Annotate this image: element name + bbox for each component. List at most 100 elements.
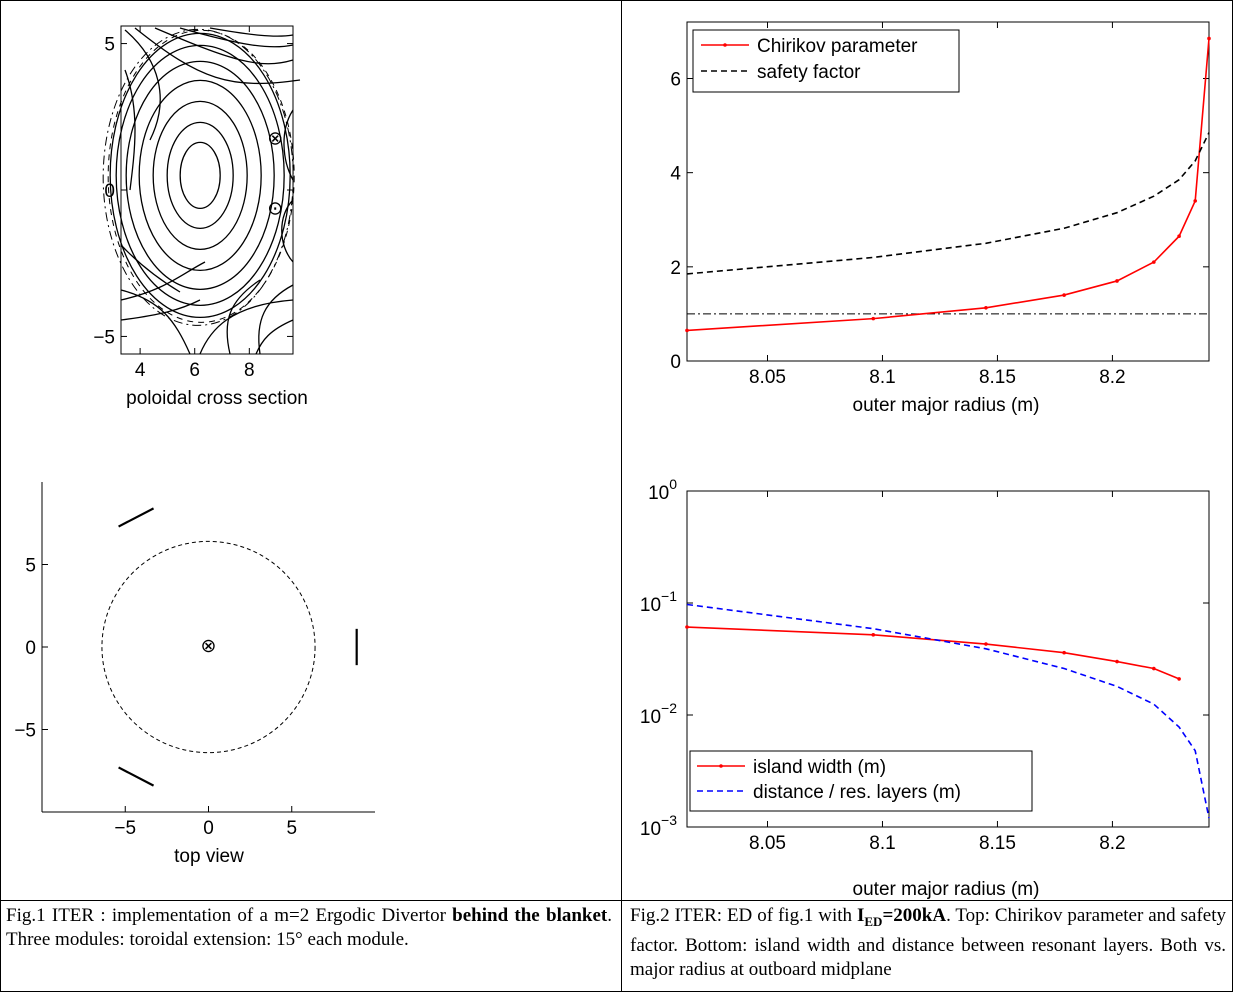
x-tick-label: 8 xyxy=(244,360,255,381)
y-tick-label: 4 xyxy=(670,164,681,185)
x-tick-label: 0 xyxy=(203,818,214,839)
x-tick-label: 6 xyxy=(189,360,200,381)
x-axis-label: outer major radius (m) xyxy=(853,879,1040,900)
open-field-line xyxy=(120,299,201,321)
x-axis-label: outer major radius (m) xyxy=(853,395,1040,416)
ed-module xyxy=(118,507,155,528)
caption-2-current-value: =200kA xyxy=(882,905,947,926)
legend-box xyxy=(692,29,960,93)
y-tick-base: 10 xyxy=(640,595,661,616)
coil-marker: ⊙ xyxy=(267,199,283,220)
data-point xyxy=(685,328,689,333)
data-point xyxy=(1152,260,1156,264)
open-field-line xyxy=(283,109,294,181)
plot-series xyxy=(685,36,1211,333)
caption-divider xyxy=(0,900,1232,901)
x-tick-label: 8.2 xyxy=(1099,833,1125,854)
open-field-line xyxy=(255,319,294,355)
chirikov-safety-factor-plot: 8.05 8.1 8.15 8.2 0 2 4 6 Chirikov parameter saf… xyxy=(670,21,1211,416)
y-tick-label: 100 xyxy=(648,476,677,504)
center-marker: ⊗ xyxy=(201,636,217,657)
top-view-marks: ⊗ xyxy=(101,507,358,787)
y-tick-label: 5 xyxy=(104,35,115,56)
figure-2-caption: Fig.2 ITER: ED of fig.1 with IED=200kA. … xyxy=(630,904,1226,982)
x-axis-label: top view xyxy=(174,846,244,867)
open-field-line xyxy=(120,289,191,355)
flux-surface xyxy=(179,141,221,210)
open-field-line xyxy=(124,29,161,141)
open-field-line xyxy=(281,199,294,263)
x-axis-label: poloidal cross section xyxy=(126,388,308,409)
y-tick-label: 0 xyxy=(25,638,36,659)
caption-1-text-end: . Three modules: toroidal extension: 15°… xyxy=(6,905,613,950)
plot-series xyxy=(685,603,1210,819)
flux-surface xyxy=(125,60,275,291)
caption-1-bold: behind the blanket xyxy=(452,905,608,926)
data-point xyxy=(871,316,876,321)
x-tick-label: 8.05 xyxy=(749,833,786,854)
flux-surface xyxy=(109,32,291,319)
legend-label: distance / res. layers (m) xyxy=(753,782,961,803)
open-field-line xyxy=(226,279,261,355)
y-tick-exponent: 0 xyxy=(669,476,677,492)
caption-2-current: IED=200kA xyxy=(857,905,947,929)
figure-canvas: ⊗⊙ 4 6 850−5 poloidal cross section −5 0 550… xyxy=(14,21,1211,900)
flux-contours: ⊗⊙ xyxy=(102,27,301,355)
y-tick-exponent: −3 xyxy=(661,812,677,828)
caption-1-text: Fig.1 ITER : implementation of a m=2 Erg… xyxy=(6,905,453,926)
x-tick-label: −5 xyxy=(114,818,136,839)
axis-ticks: 8.05 8.1 8.15 8.2 0 2 4 6 xyxy=(670,22,1209,388)
plasma-boundary-circle xyxy=(101,540,316,754)
coil-marker: ⊗ xyxy=(267,128,283,149)
series-line xyxy=(686,132,1210,275)
data-point xyxy=(1062,293,1066,297)
legend: Chirikov parameter safety factor xyxy=(692,29,960,93)
y-tick-label: 5 xyxy=(25,556,36,577)
open-field-line xyxy=(258,284,294,355)
y-tick-label: 10−3 xyxy=(640,812,677,840)
legend-label: Chirikov parameter xyxy=(757,36,918,57)
legend-label: safety factor xyxy=(757,62,861,83)
plot-frame xyxy=(686,21,1210,362)
y-tick-label: 2 xyxy=(670,258,681,279)
x-tick-label: 8.2 xyxy=(1099,367,1125,388)
y-tick-label: 0 xyxy=(104,181,115,202)
y-tick-base: 10 xyxy=(640,707,661,728)
data-point xyxy=(1177,234,1181,239)
open-field-line xyxy=(154,27,294,65)
series-line xyxy=(686,626,1180,680)
x-tick-label: 5 xyxy=(286,818,297,839)
open-field-line xyxy=(179,27,294,48)
x-tick-label: 8.05 xyxy=(749,367,786,388)
y-tick-label: −5 xyxy=(93,327,115,348)
figure-1-caption: Fig.1 ITER : implementation of a m=2 Erg… xyxy=(6,904,612,952)
top-view-plot: −5 0 5 5 0 −5 ⊗ top view xyxy=(14,482,375,867)
open-field-line xyxy=(199,299,294,355)
x-tick-label: 4 xyxy=(135,360,146,381)
flux-surface xyxy=(138,79,262,272)
open-field-line xyxy=(120,244,181,293)
caption-2-current-subscript: ED xyxy=(864,913,883,929)
flux-surface xyxy=(152,100,248,251)
x-tick-label: 8.1 xyxy=(869,367,895,388)
legend: island width (m) distance / res. layers (… xyxy=(689,750,1033,812)
data-point xyxy=(1193,199,1198,203)
plot-axes xyxy=(686,490,1210,828)
data-point xyxy=(1062,650,1066,655)
plot-frame xyxy=(686,490,1210,828)
flux-surface xyxy=(166,121,234,230)
legend-marker xyxy=(723,43,727,47)
data-point xyxy=(685,625,689,629)
data-point xyxy=(1207,36,1211,41)
series-line xyxy=(686,603,1210,819)
open-field-line xyxy=(209,27,294,37)
data-point xyxy=(1115,279,1119,283)
x-tick-label: 8.15 xyxy=(979,367,1016,388)
poloidal-cross-section-plot: ⊗⊙ 4 6 850−5 poloidal cross section xyxy=(93,25,308,409)
open-field-line xyxy=(120,261,206,301)
x-tick-label: 8.1 xyxy=(869,833,895,854)
data-point xyxy=(871,633,876,637)
data-point xyxy=(1177,677,1181,681)
